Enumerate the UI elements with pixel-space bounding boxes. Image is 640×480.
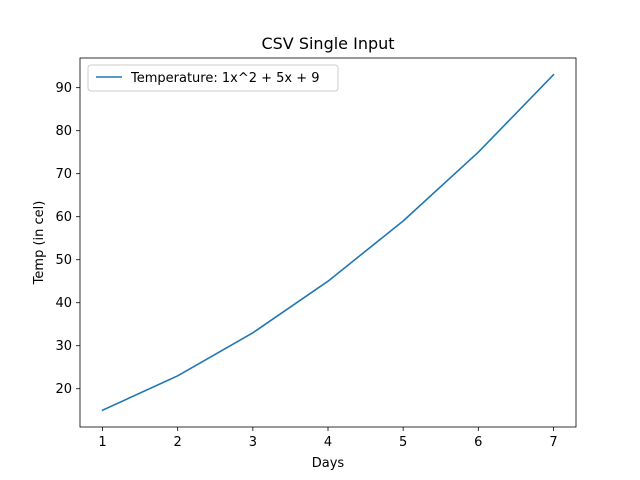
legend-entry-label: Temperature: 1x^2 + 5x + 9 xyxy=(130,71,320,86)
x-tick-label: 2 xyxy=(174,435,182,450)
series-line-0 xyxy=(101,73,555,412)
chart-title: CSV Single Input xyxy=(261,34,394,53)
y-axis-ticks: 20 30 40 50 60 70 80 90 xyxy=(55,81,80,397)
x-tick-label: 5 xyxy=(399,435,407,450)
series-layer xyxy=(101,73,555,412)
x-tick-label: 1 xyxy=(98,435,106,450)
y-tick-label: 50 xyxy=(55,253,72,268)
y-tick-label: 40 xyxy=(55,296,72,311)
x-tick-label: 4 xyxy=(324,435,332,450)
y-tick-label: 80 xyxy=(55,124,72,139)
x-tick-label: 7 xyxy=(549,435,557,450)
x-tick-label: 3 xyxy=(249,435,257,450)
y-axis-label: Temp (in cel) xyxy=(32,201,47,286)
plot-area-frame xyxy=(79,57,577,428)
y-tick-label: 90 xyxy=(55,81,72,96)
y-tick-label: 70 xyxy=(55,167,72,182)
y-tick-label: 30 xyxy=(55,339,72,354)
x-axis-ticks: 1 2 3 4 5 6 7 xyxy=(98,427,558,450)
legend-box xyxy=(87,64,339,92)
y-tick-label: 60 xyxy=(55,210,72,225)
x-axis-label: Days xyxy=(312,456,345,471)
y-tick-label: 20 xyxy=(55,382,72,397)
legend: Temperature: 1x^2 + 5x + 9 xyxy=(87,64,339,92)
x-tick-label: 6 xyxy=(474,435,482,450)
